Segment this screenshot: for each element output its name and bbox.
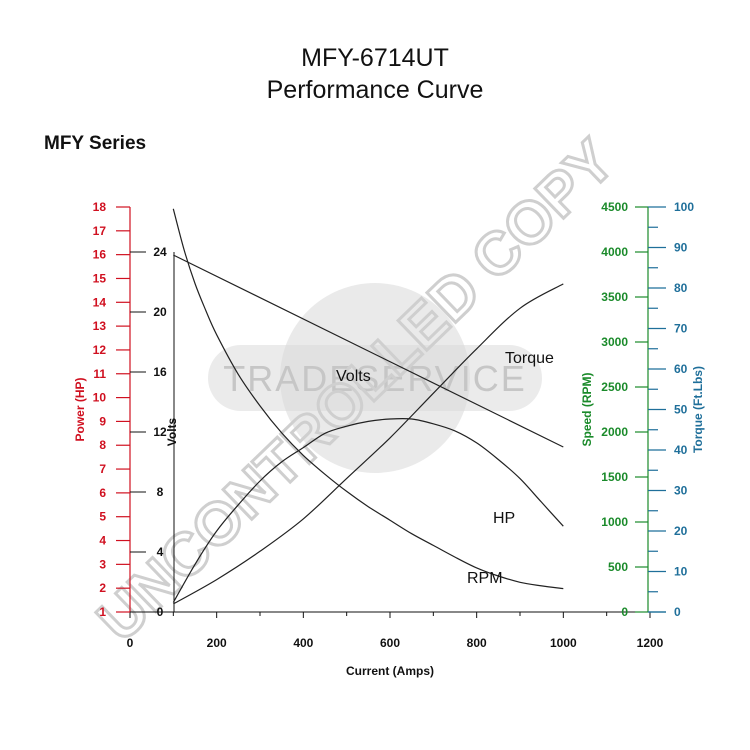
power-tick-label: 1 bbox=[99, 605, 106, 619]
torque-tick-label: 0 bbox=[674, 605, 681, 619]
volts-tick-label: 24 bbox=[153, 245, 167, 259]
speed-tick-label: 1000 bbox=[601, 515, 628, 529]
speed-tick-label: 4500 bbox=[601, 200, 628, 214]
volts-axis-label: Volts bbox=[165, 417, 179, 446]
curve-labels: Volts HP RPM Torque bbox=[336, 350, 554, 587]
x-axis-label: Current (Amps) bbox=[346, 664, 434, 678]
curves bbox=[172, 208, 564, 605]
torque-tick-label: 30 bbox=[674, 484, 688, 498]
x-tick-label: 600 bbox=[380, 636, 400, 650]
volts-tick-label: 8 bbox=[157, 485, 164, 499]
power-tick-label: 12 bbox=[93, 343, 107, 357]
watermark-band bbox=[208, 345, 542, 411]
torque-axis-label: Torque (Ft.Lbs) bbox=[691, 366, 705, 453]
torque-tick-label: 20 bbox=[674, 524, 688, 538]
speed-axis-label: Speed (RPM) bbox=[580, 372, 594, 446]
x-tick-label: 1000 bbox=[550, 636, 577, 650]
torque-tick-label: 90 bbox=[674, 241, 688, 255]
x-tick-label: 200 bbox=[207, 636, 227, 650]
torque-tick-label: 70 bbox=[674, 322, 688, 336]
torque-tick-label: 80 bbox=[674, 281, 688, 295]
torque-tick-label: 10 bbox=[674, 565, 688, 579]
power-tick-label: 18 bbox=[93, 200, 107, 214]
power-tick-label: 4 bbox=[99, 534, 106, 548]
chart-title-line2: Performance Curve bbox=[266, 76, 484, 104]
power-axis-label: Power (HP) bbox=[73, 377, 87, 441]
speed-tick-label: 500 bbox=[608, 560, 628, 574]
speed-tick-label: 3000 bbox=[601, 335, 628, 349]
torque-curve bbox=[173, 283, 564, 605]
power-tick-label: 2 bbox=[99, 581, 106, 595]
torque-tick-label: 40 bbox=[674, 443, 688, 457]
x-tick-label: 0 bbox=[127, 636, 134, 650]
volts-curve bbox=[173, 254, 564, 448]
power-tick-label: 3 bbox=[99, 557, 106, 571]
torque-tick-label: 100 bbox=[674, 200, 694, 214]
speed-tick-label: 0 bbox=[621, 605, 628, 619]
power-tick-label: 8 bbox=[99, 438, 106, 452]
speed-tick-label: 3500 bbox=[601, 290, 628, 304]
hp-curve bbox=[172, 417, 564, 603]
power-tick-label: 17 bbox=[93, 224, 107, 238]
x-tick-label: 1200 bbox=[637, 636, 664, 650]
volts-tick-label: 16 bbox=[153, 365, 167, 379]
speed-tick-label: 2000 bbox=[601, 425, 628, 439]
power-tick-label: 16 bbox=[93, 248, 107, 262]
series-label: MFY Series bbox=[44, 133, 147, 154]
speed-tick-label: 1500 bbox=[601, 470, 628, 484]
rpm-curve-label: RPM bbox=[467, 570, 503, 587]
power-tick-label: 5 bbox=[99, 510, 106, 524]
watermark-text-tradeservice: TRADESERVICE bbox=[223, 358, 526, 399]
speed-tick-label: 4000 bbox=[601, 245, 628, 259]
power-tick-label: 7 bbox=[99, 462, 106, 476]
watermark-text-uncontrolled: UNCONTROLLED COPY bbox=[84, 126, 627, 654]
chart-title-line1: MFY-6714UT bbox=[301, 44, 449, 72]
speed-tick-label: 2500 bbox=[601, 380, 628, 394]
power-tick-label: 13 bbox=[93, 319, 107, 333]
volts-tick-label: 20 bbox=[153, 305, 167, 319]
power-tick-label: 14 bbox=[93, 295, 107, 309]
power-tick-label: 6 bbox=[99, 486, 106, 500]
x-tick-label: 800 bbox=[467, 636, 487, 650]
x-tick-label: 400 bbox=[293, 636, 313, 650]
power-tick-label: 9 bbox=[99, 414, 106, 428]
torque-tick-label: 60 bbox=[674, 362, 688, 376]
volts-tick-label: 4 bbox=[157, 545, 164, 559]
power-tick-label: 15 bbox=[93, 271, 107, 285]
power-tick-label: 10 bbox=[93, 391, 107, 405]
power-tick-label: 11 bbox=[93, 367, 106, 381]
volts-tick-label: 12 bbox=[153, 425, 167, 439]
torque-tick-label: 50 bbox=[674, 403, 688, 417]
hp-curve-label: HP bbox=[493, 510, 515, 527]
volts-tick-label: 0 bbox=[157, 605, 164, 619]
rpm-curve bbox=[172, 208, 564, 590]
volts-curve-label: Volts bbox=[336, 368, 371, 385]
torque-curve-label: Torque bbox=[505, 350, 554, 367]
